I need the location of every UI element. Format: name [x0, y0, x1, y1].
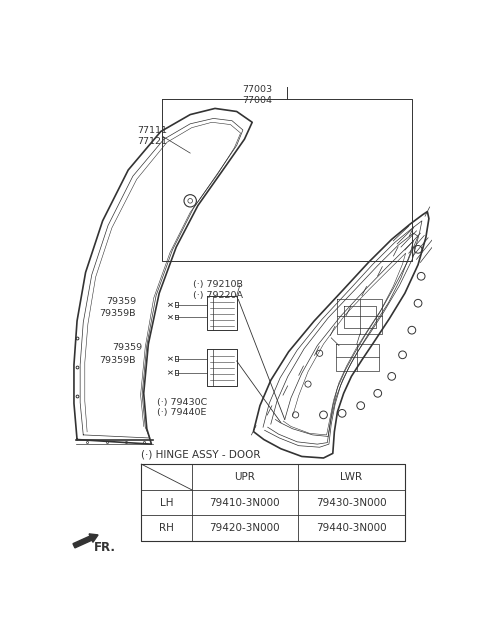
Text: 77111
77121: 77111 77121: [137, 126, 168, 146]
Text: LWR: LWR: [340, 472, 362, 482]
Text: (·) 79430C
(·) 79440E: (·) 79430C (·) 79440E: [157, 398, 207, 417]
Text: 79440-3N000: 79440-3N000: [316, 523, 387, 533]
Text: UPR: UPR: [234, 472, 255, 482]
Text: FR.: FR.: [94, 541, 116, 554]
Text: 79359: 79359: [107, 297, 137, 306]
Text: 77003
77004: 77003 77004: [242, 86, 273, 105]
Text: 79430-3N000: 79430-3N000: [316, 498, 387, 508]
Text: 79420-3N000: 79420-3N000: [210, 523, 280, 533]
Text: 79359B: 79359B: [99, 309, 135, 318]
Text: (·) HINGE ASSY - DOOR: (·) HINGE ASSY - DOOR: [142, 450, 261, 460]
Text: 79359B: 79359B: [99, 356, 135, 365]
Text: 79410-3N000: 79410-3N000: [210, 498, 280, 508]
FancyArrow shape: [73, 534, 98, 548]
Text: RH: RH: [159, 523, 174, 533]
Text: LH: LH: [160, 498, 173, 508]
Text: (·) 79210B
(·) 79220A: (·) 79210B (·) 79220A: [193, 280, 243, 299]
Text: 79359: 79359: [113, 342, 143, 352]
